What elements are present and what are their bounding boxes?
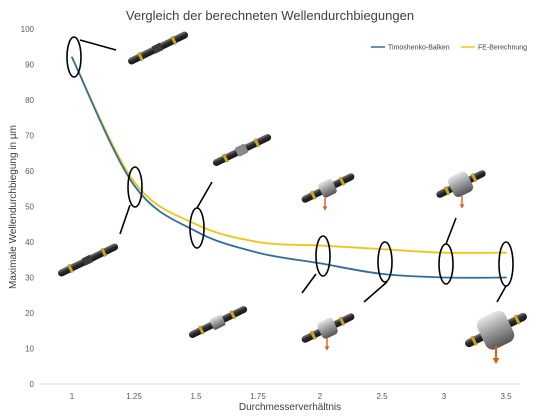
highlight-ellipse (315, 235, 331, 277)
pointer-line (363, 281, 388, 303)
y-axis-title: Maximale Wellendurchbiegung in µm (8, 125, 19, 289)
shaft-illustration (301, 313, 355, 343)
x-tick-label: 1.5 (190, 392, 202, 401)
x-tick-label: 2 (318, 392, 323, 401)
shaft-illustration (301, 173, 355, 203)
pointer-line (196, 181, 213, 209)
y-tick-label: 90 (25, 61, 34, 70)
pointer-line (301, 273, 317, 294)
pointer-line (445, 217, 457, 245)
pointer-line (496, 285, 507, 303)
highlight-ellipse (189, 207, 205, 249)
x-tick-label: 1 (70, 392, 75, 401)
shaft-illustration (436, 170, 486, 198)
y-tick-label: 0 (30, 380, 35, 389)
x-tick-label: 1.25 (126, 392, 142, 401)
legend-label-fe: FE-Berechnung (478, 45, 527, 52)
x-tick-label: 1.75 (250, 392, 266, 401)
highlight-ellipse (377, 241, 393, 283)
x-tick-label: 3.5 (500, 392, 512, 401)
pointer-line (119, 204, 131, 235)
y-tick-label: 30 (25, 274, 34, 283)
y-tick-label: 50 (25, 203, 34, 212)
legend: Timoshenko-Balken FE-Berechnung (371, 45, 527, 52)
x-tick-label: 3 (442, 392, 447, 401)
chart-title: Vergleich der berechneten Wellendurchbie… (126, 8, 414, 23)
series-line-timoshenko (71, 56, 507, 279)
pointer-line (79, 39, 117, 51)
x-tick-label: 2.5 (376, 392, 388, 401)
plot-area: 0 10 20 30 40 50 60 70 80 90 100 1 1.25 1.5 1.75 2 2.5 3 3… (21, 25, 520, 401)
shaft-illustration (465, 310, 527, 350)
x-axis-title: Durchmesserverhältnis (239, 402, 341, 413)
y-tick-label: 20 (25, 309, 34, 318)
legend-label-timoshenko: Timoshenko-Balken (388, 45, 450, 52)
shaft-illustration (57, 243, 119, 277)
y-tick-label: 60 (25, 167, 34, 176)
highlight-ellipse (66, 36, 82, 78)
y-tick-label: 70 (25, 132, 34, 141)
y-tick-label: 80 (25, 96, 34, 105)
shaft-illustration (127, 31, 189, 65)
annotations (66, 36, 514, 303)
y-tick-label: 40 (25, 238, 34, 247)
shaft-illustrations (57, 31, 527, 365)
series-line-fe (71, 56, 507, 254)
highlight-ellipse (127, 166, 143, 208)
shaft-illustration (212, 134, 272, 166)
y-tick-label: 10 (25, 345, 34, 354)
y-tick-label: 100 (21, 25, 35, 34)
highlight-ellipse (498, 241, 514, 287)
shaft-illustration (188, 306, 248, 338)
